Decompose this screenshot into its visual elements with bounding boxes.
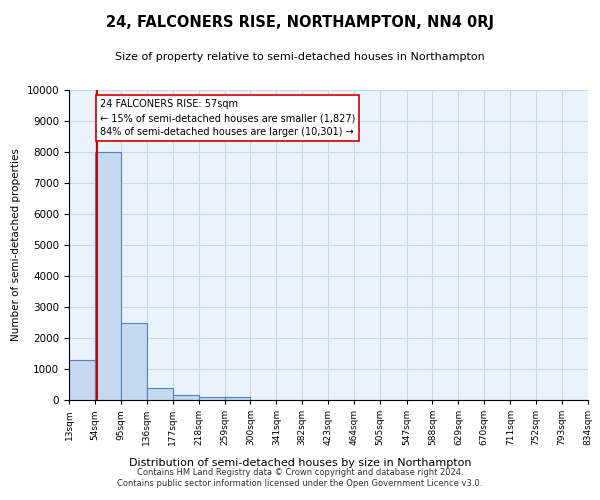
Text: Distribution of semi-detached houses by size in Northampton: Distribution of semi-detached houses by … xyxy=(129,458,471,468)
Bar xyxy=(121,322,147,400)
Bar xyxy=(69,360,95,400)
Y-axis label: Number of semi-detached properties: Number of semi-detached properties xyxy=(11,148,21,342)
Bar xyxy=(199,397,224,400)
Text: 24 FALCONERS RISE: 57sqm
← 15% of semi-detached houses are smaller (1,827)
84% o: 24 FALCONERS RISE: 57sqm ← 15% of semi-d… xyxy=(100,100,355,138)
Text: 24, FALCONERS RISE, NORTHAMPTON, NN4 0RJ: 24, FALCONERS RISE, NORTHAMPTON, NN4 0RJ xyxy=(106,15,494,30)
Text: Contains HM Land Registry data © Crown copyright and database right 2024.
Contai: Contains HM Land Registry data © Crown c… xyxy=(118,468,482,487)
Bar xyxy=(147,388,173,400)
Text: Size of property relative to semi-detached houses in Northampton: Size of property relative to semi-detach… xyxy=(115,52,485,62)
Bar xyxy=(173,396,199,400)
Bar xyxy=(224,397,250,400)
Bar xyxy=(95,152,121,400)
